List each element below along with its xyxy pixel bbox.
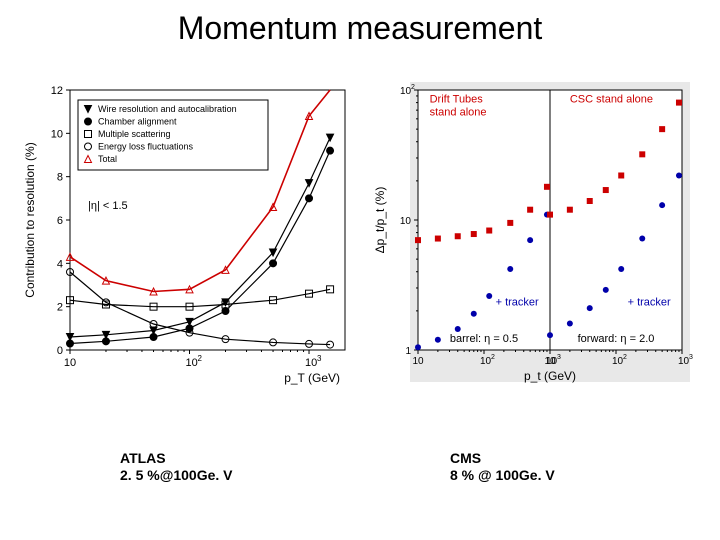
svg-text:3: 3 <box>317 354 322 363</box>
svg-text:4: 4 <box>57 258 63 270</box>
svg-text:stand alone: stand alone <box>430 107 487 119</box>
svg-text:Wire resolution and autocalibr: Wire resolution and autocalibration <box>98 104 237 114</box>
svg-text:Drift Tubes: Drift Tubes <box>430 94 484 106</box>
svg-text:Multiple scattering: Multiple scattering <box>98 129 171 139</box>
svg-text:10: 10 <box>400 216 412 227</box>
svg-text:1: 1 <box>405 346 411 357</box>
svg-text:barrel: η = 0.5: barrel: η = 0.5 <box>450 333 518 345</box>
svg-text:2: 2 <box>411 84 415 91</box>
svg-text:6: 6 <box>57 215 63 227</box>
svg-text:10: 10 <box>51 128 63 140</box>
svg-text:Total: Total <box>98 154 117 164</box>
svg-text:p_t (GeV): p_t (GeV) <box>524 369 576 383</box>
svg-text:+ tracker: + tracker <box>628 296 671 308</box>
svg-text:CSC stand alone: CSC stand alone <box>570 94 653 106</box>
svg-text:10: 10 <box>64 357 76 369</box>
svg-text:10: 10 <box>412 356 424 367</box>
svg-text:2: 2 <box>623 354 627 361</box>
svg-text:10: 10 <box>186 357 198 369</box>
svg-text:10: 10 <box>544 356 556 367</box>
svg-text:2: 2 <box>198 354 203 363</box>
svg-text:Contribution to resolution (%): Contribution to resolution (%) <box>23 142 37 297</box>
svg-text:10: 10 <box>480 356 492 367</box>
svg-text:10: 10 <box>612 356 624 367</box>
svg-text:+ tracker: + tracker <box>496 296 539 308</box>
svg-text:2: 2 <box>491 354 495 361</box>
svg-text:10: 10 <box>305 357 317 369</box>
cms-caption: CMS 8 % @ 100Ge. V <box>450 450 555 484</box>
svg-text:3: 3 <box>689 354 693 361</box>
atlas-chart: 02468101210102103p_T (GeV)Contribution t… <box>20 70 360 395</box>
svg-text:10: 10 <box>400 86 412 97</box>
svg-text:8: 8 <box>57 172 63 184</box>
svg-text:10: 10 <box>678 356 690 367</box>
svg-text:Δp_t/p_t (%): Δp_t/p_t (%) <box>373 187 387 254</box>
svg-text:Energy loss fluctuations: Energy loss fluctuations <box>98 142 194 152</box>
atlas-caption: ATLAS 2. 5 %@100Ge. V <box>120 450 233 484</box>
svg-text:|η| < 1.5: |η| < 1.5 <box>88 200 128 212</box>
svg-text:3: 3 <box>557 354 561 361</box>
svg-text:2: 2 <box>57 302 63 314</box>
svg-text:Chamber alignment: Chamber alignment <box>98 117 177 127</box>
svg-text:12: 12 <box>51 85 63 97</box>
svg-text:forward: η = 2.0: forward: η = 2.0 <box>578 333 655 345</box>
svg-text:p_T (GeV): p_T (GeV) <box>284 371 340 385</box>
slide-title: Momentum measurement <box>0 10 720 47</box>
cms-chart: 10102103barrel: η = 0.510102103forward: … <box>370 70 700 395</box>
svg-text:0: 0 <box>57 345 63 357</box>
